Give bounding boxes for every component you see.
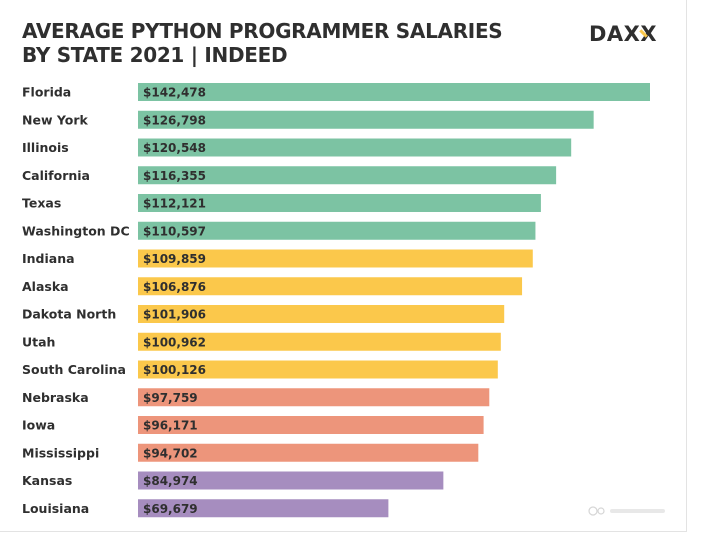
- bar: [138, 277, 523, 296]
- chart-title: AVERAGE PYTHON PROGRAMMER SALARIES BY ST…: [22, 19, 503, 67]
- bar: [138, 305, 505, 323]
- value-label: $100,126: [143, 363, 206, 377]
- bar: [138, 499, 389, 518]
- value-label: $100,962: [143, 335, 206, 349]
- value-label: $84,974: [143, 474, 198, 488]
- bar: [138, 332, 501, 351]
- bar: [138, 138, 572, 157]
- value-label: $106,876: [143, 280, 206, 294]
- bar: [138, 443, 479, 462]
- category-label: Washington DC: [22, 223, 130, 238]
- value-label: $120,548: [143, 141, 206, 155]
- category-label: South Carolina: [22, 362, 126, 377]
- bar: [138, 249, 533, 268]
- value-label: $69,679: [143, 502, 198, 516]
- bar: [138, 110, 594, 129]
- chart-frame: [0, 0, 687, 532]
- watermark-icon: [588, 506, 665, 516]
- category-label: Alaska: [22, 279, 69, 294]
- category-label: Louisiana: [22, 501, 89, 516]
- category-label: Florida: [22, 85, 71, 100]
- bar: [138, 360, 498, 379]
- logo-accent-icon: [639, 29, 648, 38]
- bar: [138, 166, 557, 185]
- value-label: $126,798: [143, 113, 206, 127]
- value-label: $94,702: [143, 446, 198, 460]
- value-label: $109,859: [143, 252, 206, 266]
- category-label: Nebraska: [22, 390, 89, 405]
- category-label: Kansas: [22, 473, 72, 488]
- category-label: Utah: [22, 334, 55, 349]
- value-label: $112,121: [143, 197, 206, 211]
- category-label: Illinois: [22, 140, 69, 155]
- bar: [138, 388, 490, 407]
- bar: [138, 83, 650, 101]
- daxx-logo: DAXX: [589, 22, 657, 46]
- value-label: $110,597: [143, 224, 206, 238]
- value-label: $101,906: [143, 308, 206, 322]
- value-label: $142,478: [143, 86, 206, 100]
- category-label: Mississippi: [22, 445, 99, 460]
- category-label: Iowa: [22, 418, 55, 433]
- category-label: New York: [22, 112, 88, 127]
- bar: [138, 471, 444, 490]
- value-label: $97,759: [143, 391, 198, 405]
- value-label: $96,171: [143, 419, 198, 433]
- category-label: Texas: [22, 196, 61, 211]
- category-label: Dakota North: [22, 307, 116, 322]
- value-label: $116,355: [143, 169, 206, 183]
- bar: [138, 221, 536, 240]
- category-label: California: [22, 168, 90, 183]
- bar: [138, 416, 484, 434]
- category-label: Indiana: [22, 251, 75, 266]
- bar: [138, 194, 541, 212]
